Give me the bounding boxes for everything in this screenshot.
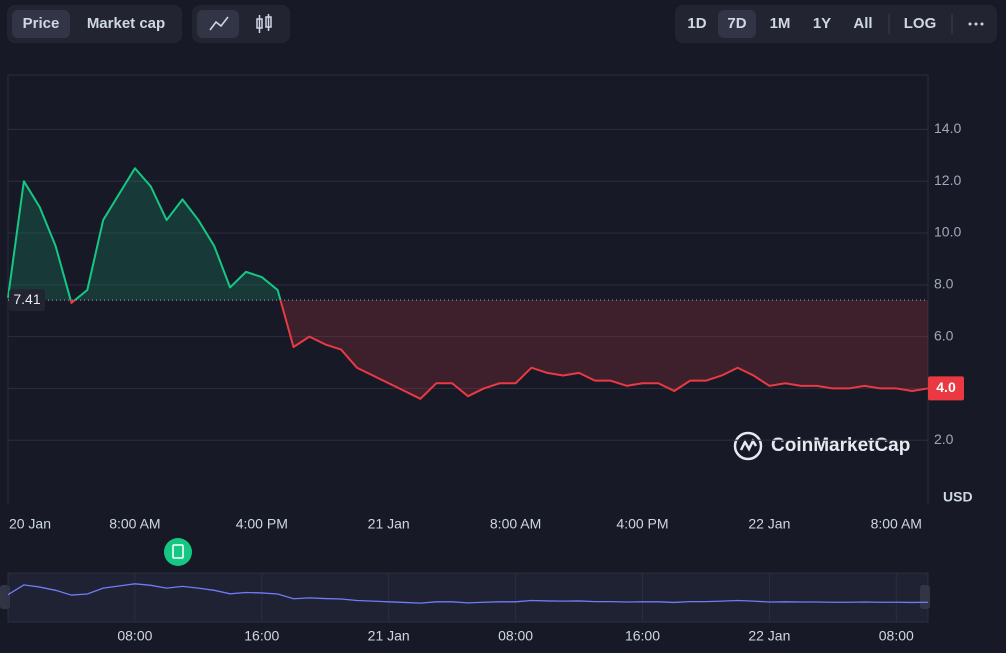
y-tick-label: 6.0 [934,327,954,343]
baseline-label-box [9,289,45,312]
navigator-handle[interactable] [920,585,930,609]
x-tick-label: 8:00 AM [109,516,160,532]
last-value-label: 4.0 [936,379,956,395]
range-button[interactable]: 1D [687,15,706,32]
x-tick-label: 4:00 PM [616,516,668,532]
metric-button[interactable]: Market cap [87,15,165,32]
navigator-label: 22 Jan [748,628,790,644]
x-tick-label: 22 Jan [748,516,790,532]
y-tick-label: 2.0 [934,431,954,447]
navigator-label: 16:00 [625,628,660,644]
range-active [718,10,756,38]
navigator[interactable] [7,572,929,623]
price-line [7,167,929,400]
y-tick-label: 14.0 [934,120,961,136]
metric-active [12,10,70,38]
range-button[interactable]: 7D [727,15,746,32]
y-tick-label: 10.0 [934,224,961,240]
navigator-label: 16:00 [244,628,279,644]
baseline-label: 7.41 [13,291,40,307]
event-marker[interactable] [164,538,192,566]
range-button[interactable]: 1Y [813,15,831,32]
range-button[interactable]: All [853,15,872,32]
candle-icon[interactable] [256,14,272,33]
x-tick-label: 21 Jan [368,516,410,532]
y-tick-label: 12.0 [934,172,961,188]
line-icon [209,16,229,31]
metric-button[interactable]: Price [23,15,60,32]
event-icon [172,544,184,559]
unit-label: USD [943,489,973,505]
price-area [8,168,928,399]
navigator-label: 08:00 [879,628,914,644]
watermark: CoinMarketCap [771,435,910,456]
x-tick-label: 8:00 AM [490,516,541,532]
navigator-label: 08:00 [117,628,152,644]
navigator-label: 21 Jan [368,628,410,644]
watermark-logo [733,431,763,461]
x-tick-label: 4:00 PM [236,516,288,532]
x-tick-label: 8:00 AM [871,516,922,532]
range-button[interactable]: 1M [770,15,791,32]
more-button[interactable] [968,22,984,26]
x-tick-label: 20 Jan [9,516,51,532]
navigator-label: 08:00 [498,628,533,644]
y-tick-label: 8.0 [934,276,954,292]
log-button[interactable]: LOG [904,15,937,32]
last-value-box [928,376,964,401]
navigator-line [7,583,929,604]
